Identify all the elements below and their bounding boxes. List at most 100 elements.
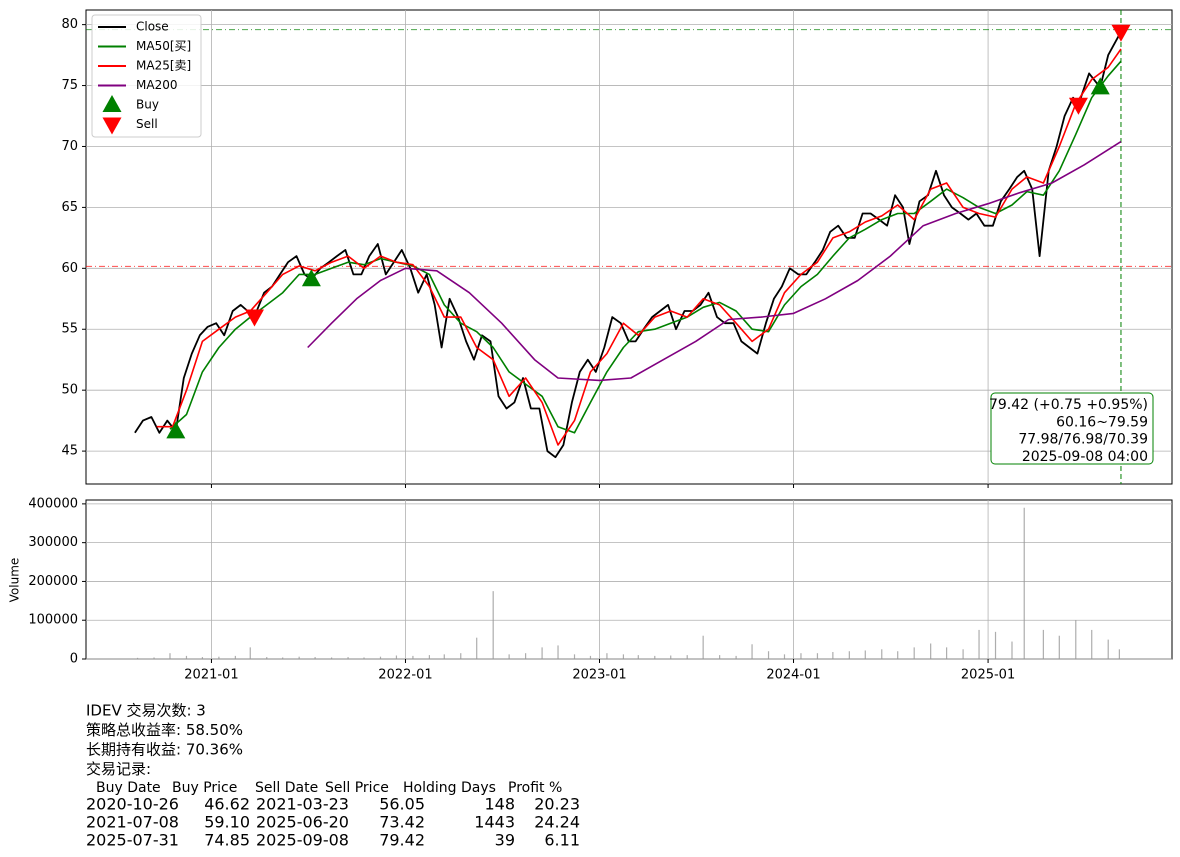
table-cell: 1443: [474, 813, 515, 832]
volume-bar: [897, 651, 899, 659]
trade-marker: [166, 421, 186, 439]
legend-label: Close: [136, 20, 169, 34]
y-tick-label: 80: [61, 17, 78, 32]
table-cell: 74.85: [204, 831, 250, 850]
trade-marker: [1090, 77, 1110, 95]
report-line: IDEV 交易次数: 3: [86, 702, 206, 720]
volume-bar: [751, 644, 753, 659]
volume-bar: [913, 647, 915, 659]
volume-bar: [379, 656, 382, 659]
table-cell: 79.42: [379, 831, 425, 850]
volume-bar: [541, 647, 543, 659]
table-cell: 2025-06-20: [256, 813, 349, 832]
volume-bar: [1107, 639, 1109, 659]
report-line: 长期持有收益: 70.36%: [86, 741, 243, 759]
table-header: Sell Date: [255, 780, 318, 796]
trade-marker: [1068, 97, 1088, 115]
volume-bar: [298, 656, 300, 659]
table-header: Buy Date: [96, 780, 161, 796]
table-cell: 2025-07-31: [86, 831, 179, 850]
table-header: Buy Price: [172, 780, 237, 796]
volume-bar: [1075, 620, 1077, 659]
volume-bar: [185, 655, 188, 659]
annotation-text: 79.42 (+0.75 +0.95%): [989, 397, 1148, 413]
volume-bar: [266, 657, 268, 659]
x-tick-label: 2021-01: [184, 668, 238, 683]
volume-bar: [508, 654, 510, 659]
volume-bar: [314, 657, 316, 659]
volume-bar: [201, 657, 204, 659]
volume-bar: [606, 653, 608, 659]
y-tick-label: 55: [61, 322, 78, 337]
volume-bar: [816, 653, 819, 659]
volume-bar: [363, 657, 365, 659]
y-tick-label: 45: [61, 444, 78, 459]
volume-bar: [994, 631, 997, 659]
volume-bar: [476, 637, 478, 659]
price-frame: [85, 9, 1173, 485]
table-cell: 148: [484, 795, 515, 814]
x-tick-label: 2025-01: [961, 668, 1015, 683]
legend-label: Sell: [136, 117, 158, 131]
volume-frame: [85, 499, 1173, 660]
legend-label: Buy: [136, 98, 159, 112]
volume-bar: [864, 650, 866, 659]
table-cell: 39: [495, 831, 515, 850]
volume-bar: [395, 655, 398, 659]
volume-bar: [686, 655, 688, 659]
y-tick-label: 0: [70, 652, 78, 667]
volume-bar: [962, 649, 964, 659]
annotation-text: 60.16~79.59: [1056, 414, 1148, 430]
volume-bar: [637, 655, 639, 659]
volume-bar: [460, 653, 462, 659]
volume-bar: [800, 653, 802, 659]
table-cell: 2021-07-08: [86, 813, 179, 832]
volume-bar: [218, 656, 220, 659]
volume-bar: [249, 647, 251, 659]
volume-bar: [589, 655, 592, 659]
y-tick-label: 60: [61, 261, 78, 276]
series-line: [134, 31, 1122, 459]
y-axis-label: Volume: [8, 558, 22, 603]
table-cell: 46.62: [204, 795, 250, 814]
volume-bar: [492, 591, 494, 659]
volume-bar: [735, 655, 737, 659]
volume-bar: [622, 654, 625, 659]
table-cell: 73.42: [379, 813, 425, 832]
table-cell: 2020-10-26: [86, 795, 179, 814]
volume-bar: [1118, 649, 1120, 659]
volume-bar: [428, 655, 430, 659]
trade-marker: [1111, 24, 1131, 42]
legend-marker: [102, 95, 122, 112]
volume-bar: [153, 657, 155, 659]
table-cell: 24.24: [534, 813, 580, 832]
series-line: [307, 140, 1122, 382]
volume-bar: [1058, 635, 1060, 659]
volume-bar: [930, 643, 932, 659]
y-tick-label: 70: [61, 139, 78, 154]
legend-label: MA200: [136, 78, 177, 92]
table-cell: 6.11: [544, 831, 580, 850]
x-tick-label: 2022-01: [378, 668, 432, 683]
volume-bar: [234, 655, 236, 659]
volume-bar: [557, 645, 559, 659]
volume-bar: [1023, 507, 1025, 659]
table-cell: 2021-03-23: [256, 795, 349, 814]
x-tick-label: 2024-01: [766, 668, 820, 683]
legend: Close MA50[买] MA25[卖] MA200 Buy Sell: [91, 14, 202, 138]
table-cell: 20.23: [534, 795, 580, 814]
table-cell: 59.10: [204, 813, 250, 832]
annotation-text: 2025-09-08 04:00: [1022, 449, 1148, 465]
volume-bar: [848, 651, 850, 659]
volume-bar: [719, 655, 721, 659]
grid: [86, 500, 1172, 660]
volume-bar: [767, 651, 770, 659]
y-tick-label: 400000: [28, 496, 78, 511]
table-header: Profit %: [508, 780, 562, 796]
volume-bar: [946, 647, 948, 659]
trade-marker: [301, 269, 321, 287]
volume-bar: [654, 655, 656, 659]
volume-bar: [282, 657, 284, 659]
